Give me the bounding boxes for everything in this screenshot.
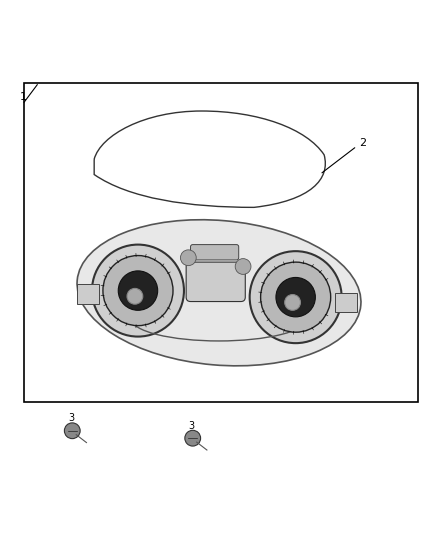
Circle shape	[261, 262, 331, 332]
Circle shape	[64, 423, 80, 439]
Circle shape	[127, 288, 143, 304]
Text: 2: 2	[359, 138, 366, 148]
Text: 3: 3	[188, 421, 194, 431]
Circle shape	[276, 278, 315, 317]
FancyBboxPatch shape	[186, 262, 245, 302]
FancyBboxPatch shape	[191, 245, 239, 260]
Circle shape	[118, 271, 158, 310]
Circle shape	[180, 250, 196, 265]
Text: 3: 3	[68, 413, 74, 423]
Circle shape	[285, 295, 300, 310]
Circle shape	[103, 255, 173, 326]
FancyBboxPatch shape	[77, 284, 99, 304]
Text: 1: 1	[20, 92, 27, 102]
Circle shape	[250, 251, 342, 343]
Circle shape	[185, 430, 201, 446]
FancyBboxPatch shape	[335, 293, 357, 312]
Ellipse shape	[77, 220, 361, 366]
Circle shape	[235, 259, 251, 274]
Circle shape	[92, 245, 184, 336]
